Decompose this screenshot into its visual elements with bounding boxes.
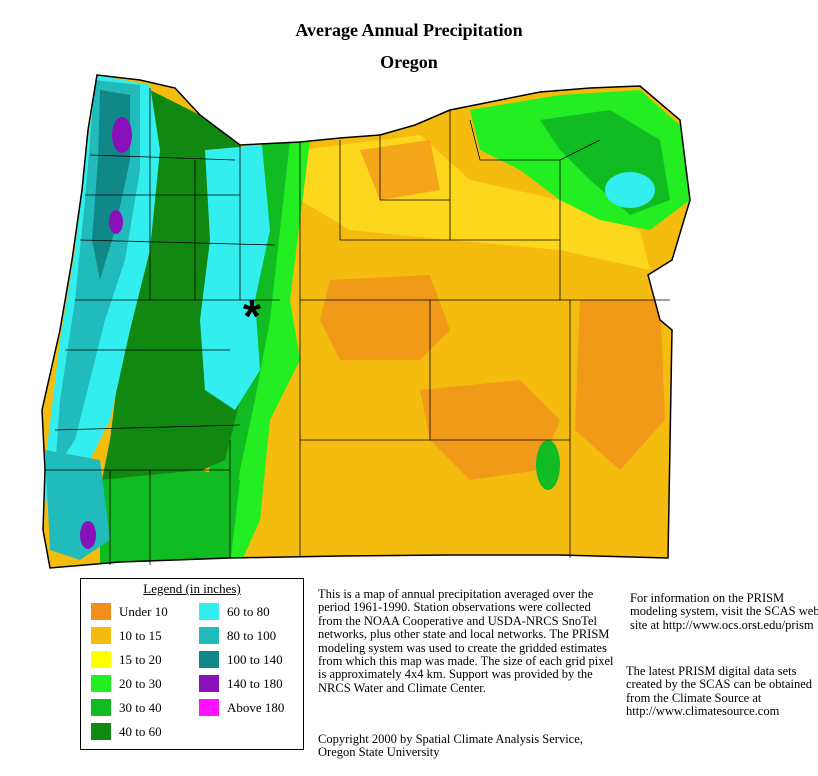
legend-swatch <box>91 723 111 740</box>
prism-info-text: For information on the PRISM modeling sy… <box>630 591 818 632</box>
legend-label: 80 to 100 <box>227 628 277 643</box>
140-180-zone-mid-coast <box>109 210 123 234</box>
legend-label: 20 to 30 <box>119 676 162 691</box>
legend-label: 10 to 15 <box>119 628 162 643</box>
legend-swatch <box>199 627 219 644</box>
60-80-zone-cascades <box>200 145 270 410</box>
map-description: This is a map of annual precipitation av… <box>318 587 614 695</box>
legend-swatch <box>91 627 111 644</box>
legend-swatch <box>91 651 111 668</box>
60-80-zone-wallowa <box>605 172 655 208</box>
legend-swatch <box>91 603 111 620</box>
legend-title: Legend (in inches) <box>143 581 241 596</box>
legend-label: 40 to 60 <box>119 724 162 739</box>
under-10-zone-south <box>420 380 560 480</box>
30-40-zone-southwest <box>100 470 240 565</box>
legend-label: 60 to 80 <box>227 604 270 619</box>
data-source-text: The latest PRISM digital data sets creat… <box>626 664 813 719</box>
legend-label: Under 10 <box>119 604 168 619</box>
oregon-precipitation-map: * <box>41 74 691 569</box>
under-10-zone-southeast <box>575 300 665 470</box>
map-title: Average Annual Precipitation <box>295 20 523 40</box>
copyright-text: Copyright 2000 by Spatial Climate Analys… <box>318 732 583 760</box>
legend-swatch <box>199 675 219 692</box>
20-30-zone-cascades-east <box>220 140 310 565</box>
140-180-zone-south-coast <box>80 521 96 549</box>
legend-swatch <box>199 651 219 668</box>
legend-label: 100 to 140 <box>227 652 283 667</box>
legend-label: 140 to 180 <box>227 676 283 691</box>
80-100-zone-south-coast <box>45 450 110 560</box>
legend-label: Above 180 <box>227 700 285 715</box>
legend-swatch <box>199 603 219 620</box>
legend-swatch <box>91 699 111 716</box>
county-boundaries <box>45 88 670 565</box>
legend-label: 30 to 40 <box>119 700 162 715</box>
30-40-zone-steens <box>536 440 560 490</box>
capital-marker: * <box>243 290 261 342</box>
legend-swatch <box>199 699 219 716</box>
state-outline <box>41 74 691 569</box>
legend-label: 15 to 20 <box>119 652 162 667</box>
legend-swatch <box>91 675 111 692</box>
under-10-zone-central <box>320 275 450 360</box>
140-180-zone-north-coast <box>112 117 132 153</box>
legend: Legend (in inches) Under 10 10 to 15 15 … <box>80 578 304 750</box>
map-subtitle: Oregon <box>380 52 438 72</box>
